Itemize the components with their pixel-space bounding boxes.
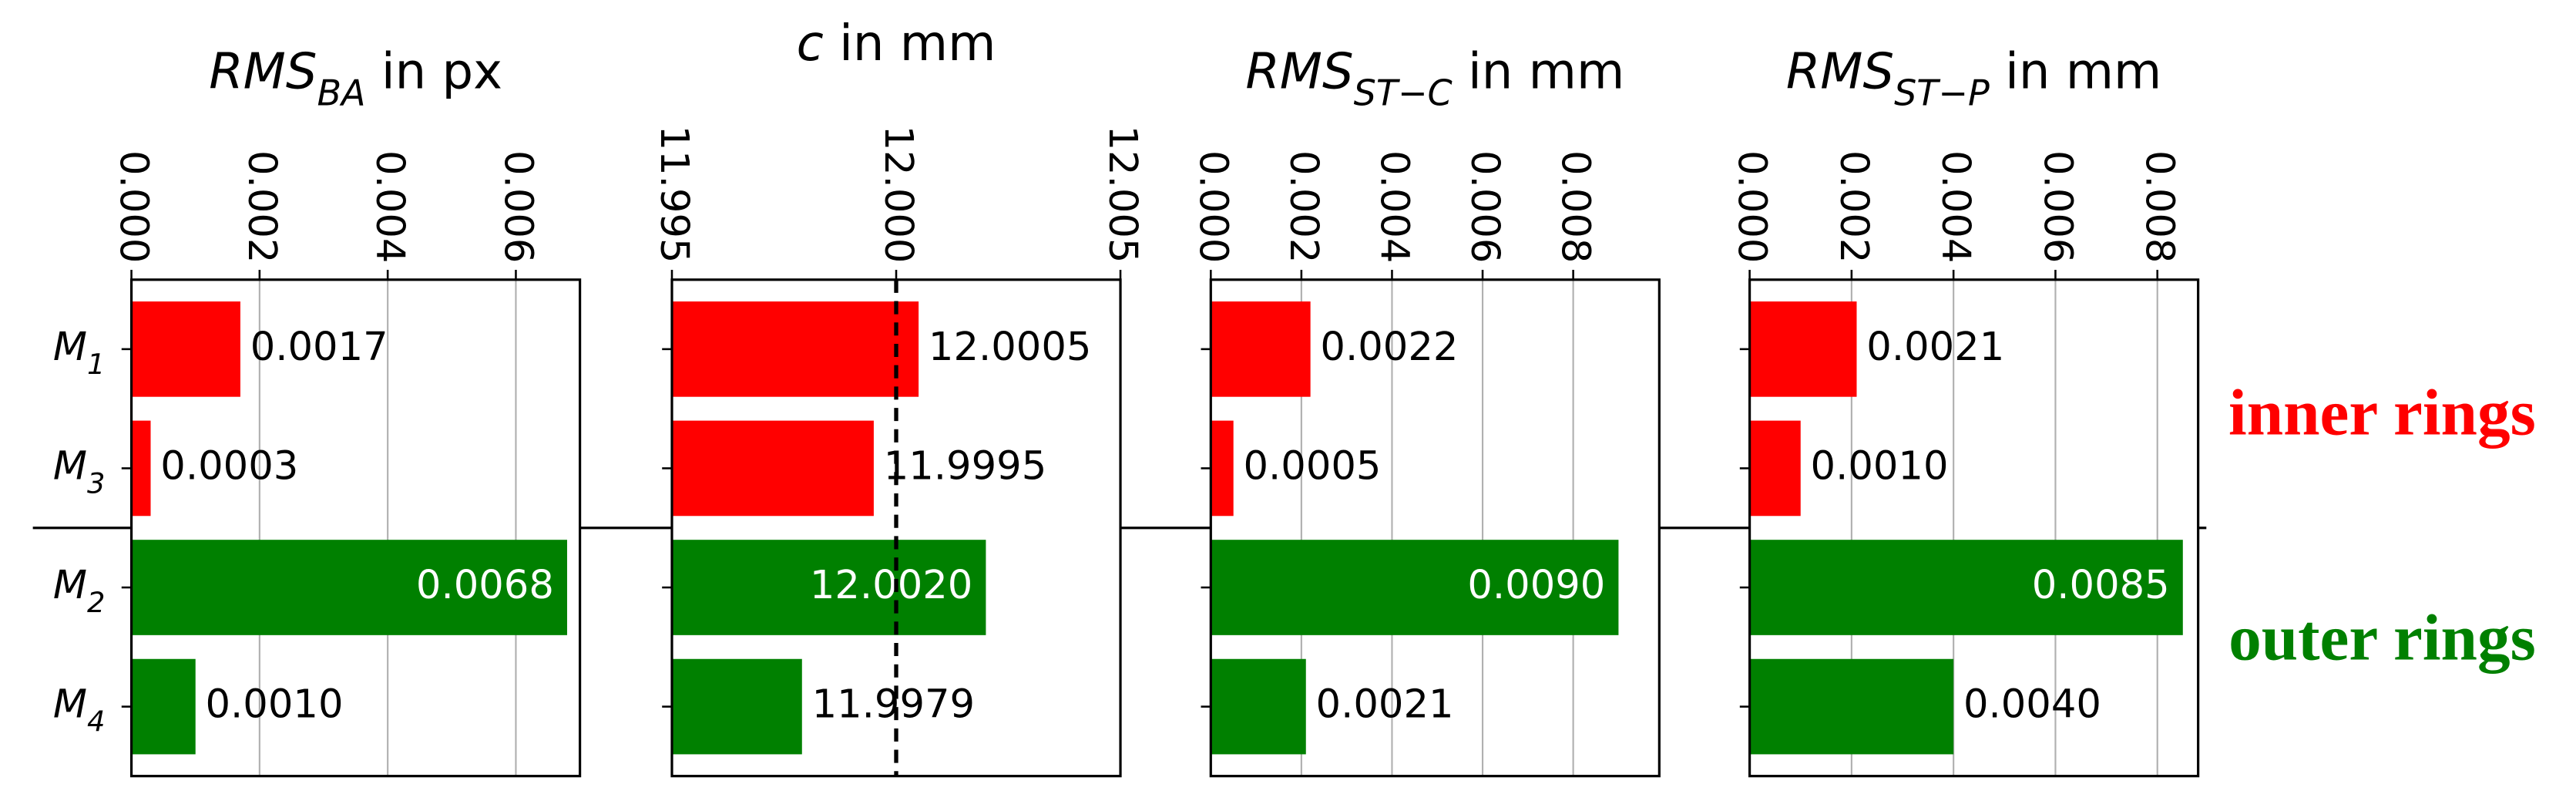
chart-title-base: c — [797, 15, 824, 72]
value-label: 0.0021 — [1316, 682, 1454, 728]
bar — [131, 301, 240, 397]
value-label: 0.0010 — [206, 682, 344, 728]
chart-title: RMSST−C in mm — [1245, 43, 1624, 113]
bar — [131, 420, 151, 517]
x-tick-label: 0.006 — [1462, 150, 1507, 263]
bar — [1749, 658, 1954, 755]
bar — [671, 540, 986, 635]
y-tick-label: M1 — [53, 325, 106, 381]
x-tick-label: 12.000 — [875, 125, 921, 263]
bar — [671, 658, 802, 755]
x-tick-label: 0.000 — [1190, 150, 1235, 263]
chart-title-sub: ST−C — [1354, 72, 1453, 113]
chart-title-rest: in mm — [1990, 43, 2162, 100]
plot-frame — [1748, 278, 2200, 778]
x-tick-label: 0.006 — [2034, 150, 2080, 263]
bar — [1211, 658, 1306, 755]
plot-frame — [129, 278, 582, 778]
value-label: 12.0020 — [810, 563, 973, 608]
y-tick-label-sub: 1 — [87, 348, 105, 381]
y-tick-label-base: M — [53, 682, 87, 728]
value-label: 0.0040 — [1963, 682, 2101, 728]
value-label: 0.0022 — [1320, 325, 1458, 370]
y-tick-label-base: M — [53, 325, 87, 370]
value-label: 12.0005 — [929, 325, 1092, 370]
group-label: outer rings — [2228, 602, 2536, 675]
bar — [1211, 301, 1311, 397]
value-label: 0.0017 — [250, 325, 388, 370]
chart-title-rest: in mm — [1453, 43, 1625, 100]
plot-frame — [1209, 278, 1661, 778]
value-label: 0.0005 — [1243, 443, 1381, 489]
y-tick-label-sub: 3 — [87, 466, 105, 500]
x-tick-label: 0.004 — [367, 150, 412, 263]
value-label: 0.0085 — [2032, 563, 2170, 608]
bar — [671, 301, 919, 397]
x-tick-label: 0.000 — [1729, 150, 1775, 263]
chart-title-sub: BA — [317, 72, 365, 113]
value-label: 11.9995 — [884, 443, 1047, 489]
x-tick-label: 0.002 — [1831, 150, 1876, 263]
chart-title-rest: in px — [366, 43, 502, 100]
y-tick-label-sub: 4 — [87, 705, 105, 739]
group-label: inner rings — [2228, 377, 2536, 449]
x-tick-label: 0.006 — [495, 150, 540, 263]
bar — [671, 420, 874, 517]
chart-title: RMSBA in px — [209, 43, 502, 113]
x-tick-label: 0.008 — [1553, 150, 1598, 263]
chart-title-rest: in mm — [824, 15, 996, 72]
plot-frame — [670, 278, 1122, 778]
value-label: 0.0003 — [160, 443, 298, 489]
bar — [131, 658, 196, 755]
value-label: 0.0021 — [1866, 325, 2004, 370]
y-tick-label: M2 — [53, 563, 106, 619]
value-label: 11.9979 — [812, 682, 976, 728]
chart-title-base: RMS — [1245, 43, 1353, 100]
value-label: 0.0010 — [1811, 443, 1949, 489]
y-tick-label: M3 — [53, 443, 106, 500]
value-label: 0.0090 — [1467, 563, 1605, 608]
chart-title: RMSST−P in mm — [1786, 43, 2162, 113]
y-tick-label-base: M — [53, 443, 87, 489]
bar — [131, 540, 567, 635]
y-tick-label: M4 — [53, 682, 106, 739]
chart-title-base: RMS — [1786, 43, 1894, 100]
x-tick-label: 0.002 — [239, 150, 284, 263]
y-tick-label-base: M — [53, 563, 87, 608]
bar — [1749, 420, 1801, 517]
x-tick-label: 0.004 — [1933, 150, 1978, 263]
value-label: 0.0068 — [416, 563, 554, 608]
x-tick-label: 12.005 — [1100, 125, 1145, 263]
x-tick-label: 0.004 — [1371, 150, 1416, 263]
chart-title-base: RMS — [209, 43, 317, 100]
chart-title: c in mm — [797, 15, 996, 72]
x-tick-label: 0.000 — [111, 150, 156, 263]
x-tick-label: 0.002 — [1281, 150, 1326, 263]
bar — [1749, 301, 1857, 397]
bar — [1749, 540, 2183, 635]
bar — [1211, 420, 1234, 517]
y-tick-label-sub: 2 — [87, 586, 105, 619]
bar — [1211, 540, 1619, 635]
chart-title-sub: ST−P — [1894, 72, 1990, 113]
x-tick-label: 11.995 — [651, 125, 697, 263]
x-tick-label: 0.008 — [2137, 150, 2182, 263]
